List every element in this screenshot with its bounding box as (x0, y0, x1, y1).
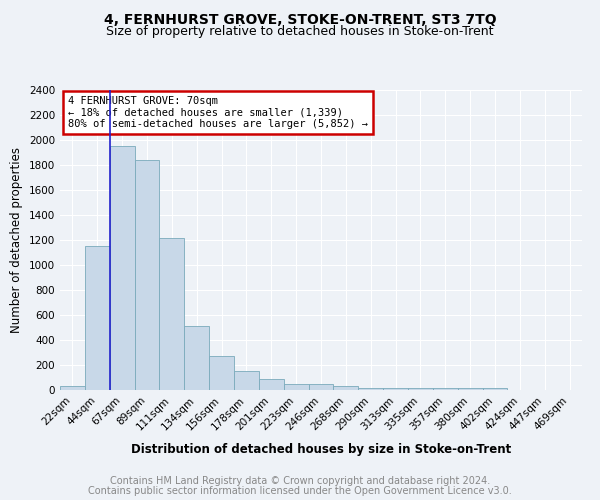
Bar (60, 386, 85, 390)
Bar (234, 371, 259, 390)
Bar (184, 326, 209, 390)
Bar (383, 388, 408, 390)
Bar (334, 386, 358, 390)
Bar (259, 380, 284, 390)
Bar (482, 388, 508, 390)
Bar (85, 246, 110, 390)
Bar (358, 388, 383, 390)
Y-axis label: Number of detached properties: Number of detached properties (10, 147, 23, 333)
Bar (408, 388, 433, 390)
Bar (308, 384, 334, 390)
Text: 4 FERNHURST GROVE: 70sqm
← 18% of detached houses are smaller (1,339)
80% of sem: 4 FERNHURST GROVE: 70sqm ← 18% of detach… (68, 96, 368, 129)
Text: Contains public sector information licensed under the Open Government Licence v3: Contains public sector information licen… (88, 486, 512, 496)
Bar (458, 388, 482, 390)
Text: Size of property relative to detached houses in Stoke-on-Trent: Size of property relative to detached ho… (106, 25, 494, 38)
Text: Contains HM Land Registry data © Crown copyright and database right 2024.: Contains HM Land Registry data © Crown c… (110, 476, 490, 486)
Bar (160, 238, 184, 390)
Bar (209, 356, 234, 390)
Bar (433, 388, 458, 390)
Text: 4, FERNHURST GROVE, STOKE-ON-TRENT, ST3 7TQ: 4, FERNHURST GROVE, STOKE-ON-TRENT, ST3 … (104, 12, 496, 26)
Bar (110, 146, 134, 390)
Text: Distribution of detached houses by size in Stoke-on-Trent: Distribution of detached houses by size … (131, 442, 511, 456)
Bar (134, 160, 160, 390)
Bar (284, 384, 308, 390)
